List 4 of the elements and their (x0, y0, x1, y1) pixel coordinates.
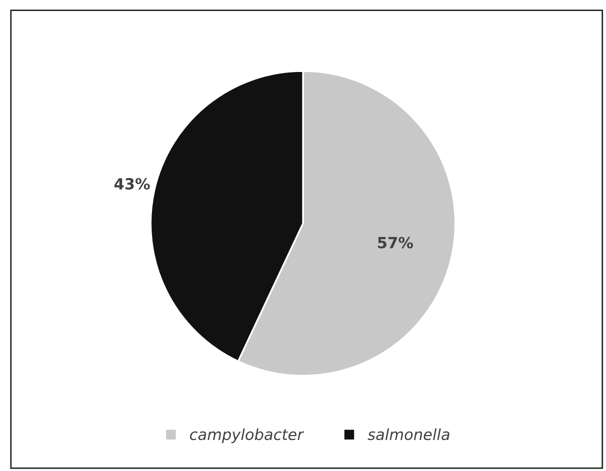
data-label: 43% (114, 178, 150, 190)
data-label: 57% (378, 236, 413, 248)
legend-label: salmonella (368, 428, 450, 440)
legend-label: campylobacter (190, 428, 304, 444)
